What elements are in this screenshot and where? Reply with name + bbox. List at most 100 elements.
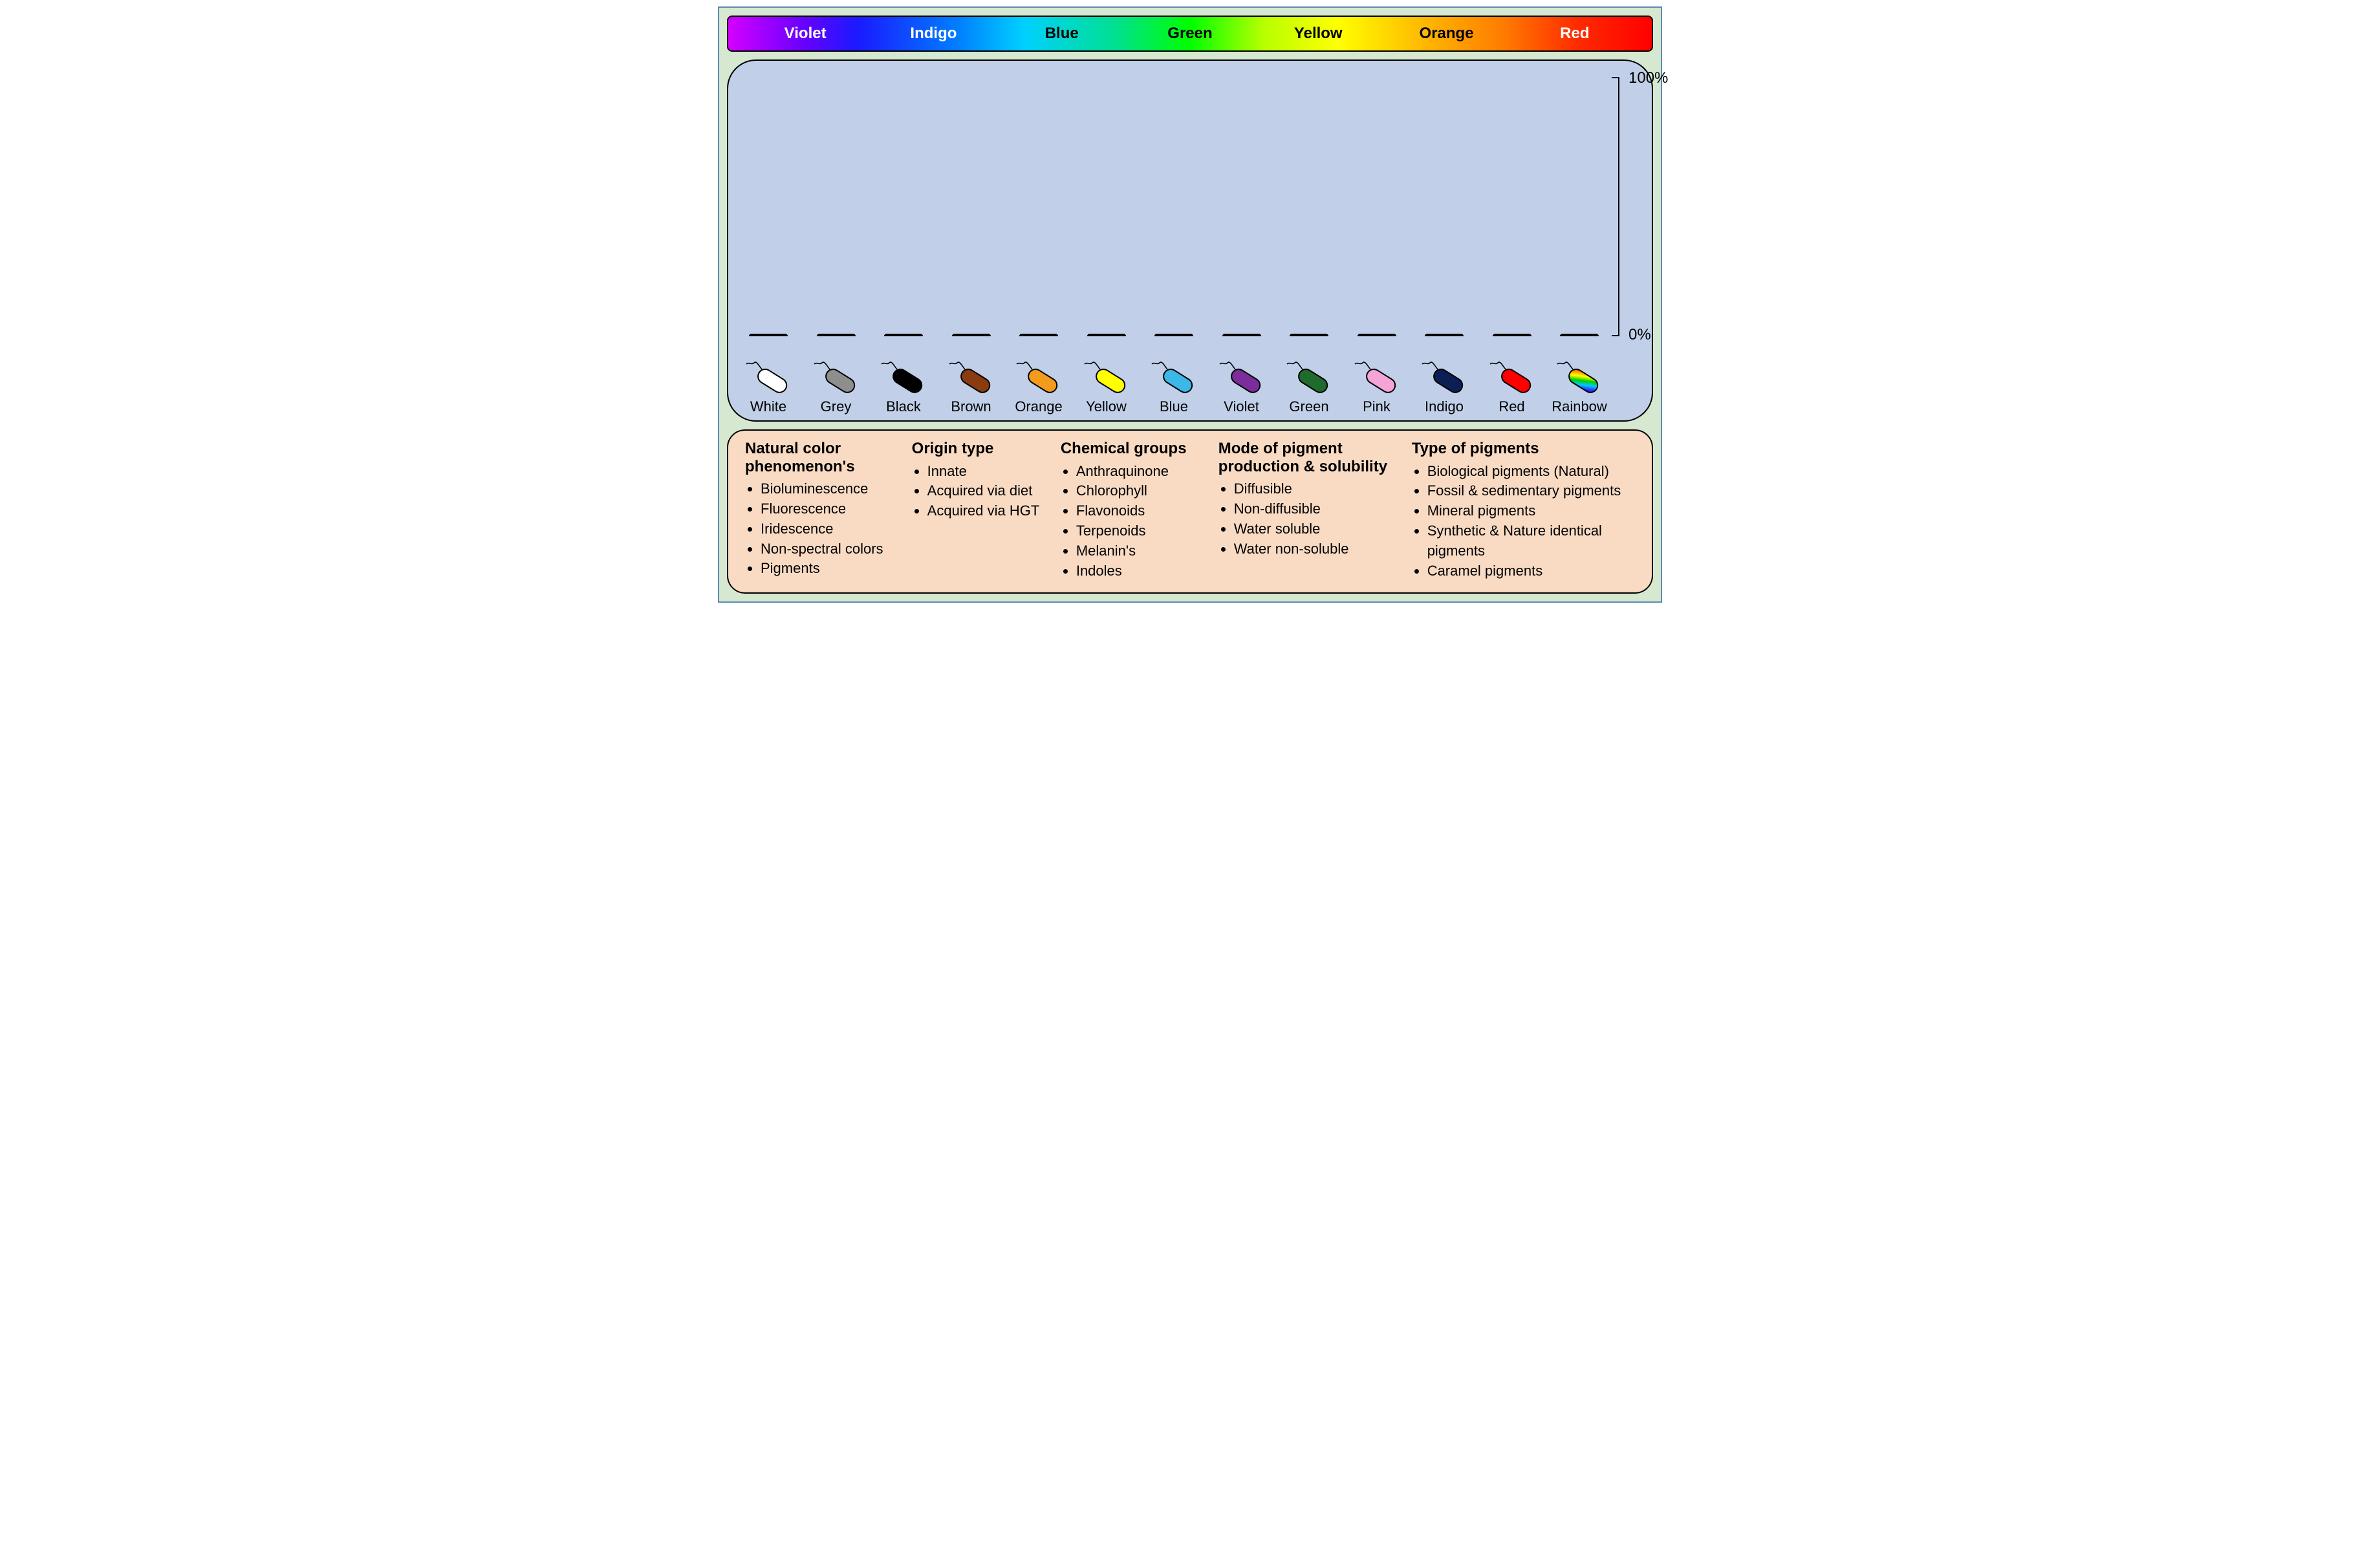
bar-slot	[1086, 334, 1127, 336]
bar-slot	[1559, 334, 1600, 336]
bar-label: White	[750, 398, 786, 415]
info-list-item: Diffusible	[1234, 479, 1405, 499]
icon-slot: Indigo	[1423, 355, 1465, 415]
bar-slot	[1288, 334, 1330, 336]
spectrum-label: Orange	[1382, 25, 1510, 43]
bar-slot	[1491, 334, 1533, 336]
bar-slot	[1356, 334, 1398, 336]
spectrum-label: Violet	[741, 25, 869, 43]
bar-label: Orange	[1015, 398, 1062, 415]
bacterium-icon-blue	[1148, 355, 1200, 397]
icon-slot: Rainbow	[1559, 355, 1600, 415]
bar-slot	[748, 334, 789, 336]
bar-label: Grey	[821, 398, 852, 415]
bar-indigo	[1425, 334, 1464, 336]
icon-slot: Orange	[1018, 355, 1059, 415]
bar-yellow	[1087, 334, 1126, 336]
info-list-item: Acquired via diet	[927, 481, 1054, 501]
bar-slot	[816, 334, 857, 336]
icon-slot: Pink	[1356, 355, 1398, 415]
info-list: DiffusibleNon-diffusibleWater solubleWat…	[1218, 479, 1405, 559]
info-list-item: Non-spectral colors	[761, 539, 905, 559]
info-column: Natural color phenomenon'sBioluminescenc…	[745, 440, 905, 581]
info-list-item: Water non-soluble	[1234, 539, 1405, 559]
spectrum-label: Green	[1126, 25, 1254, 43]
bar-violet	[1222, 334, 1261, 336]
info-column-title: Chemical groups	[1061, 440, 1212, 458]
info-list-item: Melanin's	[1076, 541, 1212, 561]
info-list-item: Acquired via HGT	[927, 501, 1054, 521]
info-column: Type of pigments Biological pigments (Nat…	[1412, 440, 1661, 581]
info-list: InnateAcquired via dietAcquired via HGT	[912, 462, 1054, 521]
icon-slot: Green	[1288, 355, 1330, 415]
bar-red	[1493, 334, 1531, 336]
icons-row: White Grey Black Brown Orange Yellow	[748, 355, 1600, 415]
info-list-item: Non-diffusible	[1234, 499, 1405, 519]
bar-green	[1290, 334, 1328, 336]
icon-slot: Grey	[816, 355, 857, 415]
info-list-item: Pigments	[761, 559, 905, 579]
icon-slot: Brown	[951, 355, 992, 415]
bacterium-icon-brown	[946, 355, 997, 397]
y-axis-label-top: 100%	[1628, 69, 1668, 87]
icon-slot: Blue	[1153, 355, 1195, 415]
spectrum-label: Red	[1511, 25, 1639, 43]
bacterium-icon-red	[1486, 355, 1538, 397]
bars-row	[748, 77, 1600, 336]
info-column-title: Type of pigments	[1412, 440, 1661, 458]
bar-slot	[883, 334, 924, 336]
info-list: AnthraquinoneChlorophyllFlavonoidsTerpen…	[1061, 462, 1212, 581]
info-list-item: Synthetic & Nature identical pigments	[1427, 521, 1661, 561]
info-list-item: Chlorophyll	[1076, 481, 1212, 501]
spectrum-label: Indigo	[869, 25, 997, 43]
bar-label: Black	[886, 398, 921, 415]
info-list-item: Caramel pigments	[1427, 561, 1661, 581]
bar-label: Brown	[951, 398, 991, 415]
info-list-item: Fossil & sedimentary pigments	[1427, 481, 1661, 501]
bar-label: Pink	[1363, 398, 1390, 415]
bar-orange	[1019, 334, 1058, 336]
bar-blue	[1154, 334, 1193, 336]
bacterium-icon-pink	[1351, 355, 1403, 397]
bar-label: Blue	[1160, 398, 1188, 415]
bar-label: Violet	[1224, 398, 1259, 415]
info-list-item: Fluorescence	[761, 499, 905, 519]
bacterium-icon-grey	[810, 355, 862, 397]
bar-label: Yellow	[1086, 398, 1127, 415]
chart-panel: 100% 0% White Grey Black Brown Ora	[727, 59, 1653, 422]
bacterium-icon-violet	[1216, 355, 1268, 397]
figure-frame: VioletIndigoBlueGreenYellowOrangeRed 100…	[718, 6, 1662, 603]
bar-slot	[1153, 334, 1195, 336]
icon-slot: Black	[883, 355, 924, 415]
info-column-title: Mode of pigment production & solubility	[1218, 440, 1405, 475]
y-axis-tick-top	[1612, 77, 1619, 78]
bacterium-icon-yellow	[1081, 355, 1132, 397]
info-list-item: Mineral pigments	[1427, 501, 1661, 521]
icon-slot: Red	[1491, 355, 1533, 415]
bar-white	[749, 334, 788, 336]
y-axis-label-bottom: 0%	[1628, 326, 1651, 344]
info-panel: Natural color phenomenon'sBioluminescenc…	[727, 429, 1653, 594]
bar-slot	[951, 334, 992, 336]
bacterium-icon-orange	[1013, 355, 1065, 397]
bacterium-icon-green	[1283, 355, 1335, 397]
info-list: BioluminescenceFluorescenceIridescenceNo…	[745, 479, 905, 579]
spectrum-label: Yellow	[1254, 25, 1382, 43]
spectrum-label: Blue	[998, 25, 1126, 43]
icon-slot: Yellow	[1086, 355, 1127, 415]
y-axis-tick-bottom	[1612, 335, 1619, 336]
info-list: Biological pigments (Natural)Fossil & se…	[1412, 462, 1661, 581]
info-list-item: Indoles	[1076, 561, 1212, 581]
spectrum-header: VioletIndigoBlueGreenYellowOrangeRed	[727, 16, 1653, 52]
bar-label: Indigo	[1425, 398, 1464, 415]
bar-pink	[1358, 334, 1396, 336]
info-list-item: Anthraquinone	[1076, 462, 1212, 482]
bacterium-icon-indigo	[1418, 355, 1470, 397]
icon-slot: Violet	[1221, 355, 1262, 415]
info-column: Origin typeInnateAcquired via dietAcquir…	[912, 440, 1054, 581]
bar-slot	[1423, 334, 1465, 336]
bar-black	[884, 334, 923, 336]
bar-slot	[1221, 334, 1262, 336]
bar-brown	[952, 334, 991, 336]
info-list-item: Water soluble	[1234, 519, 1405, 539]
